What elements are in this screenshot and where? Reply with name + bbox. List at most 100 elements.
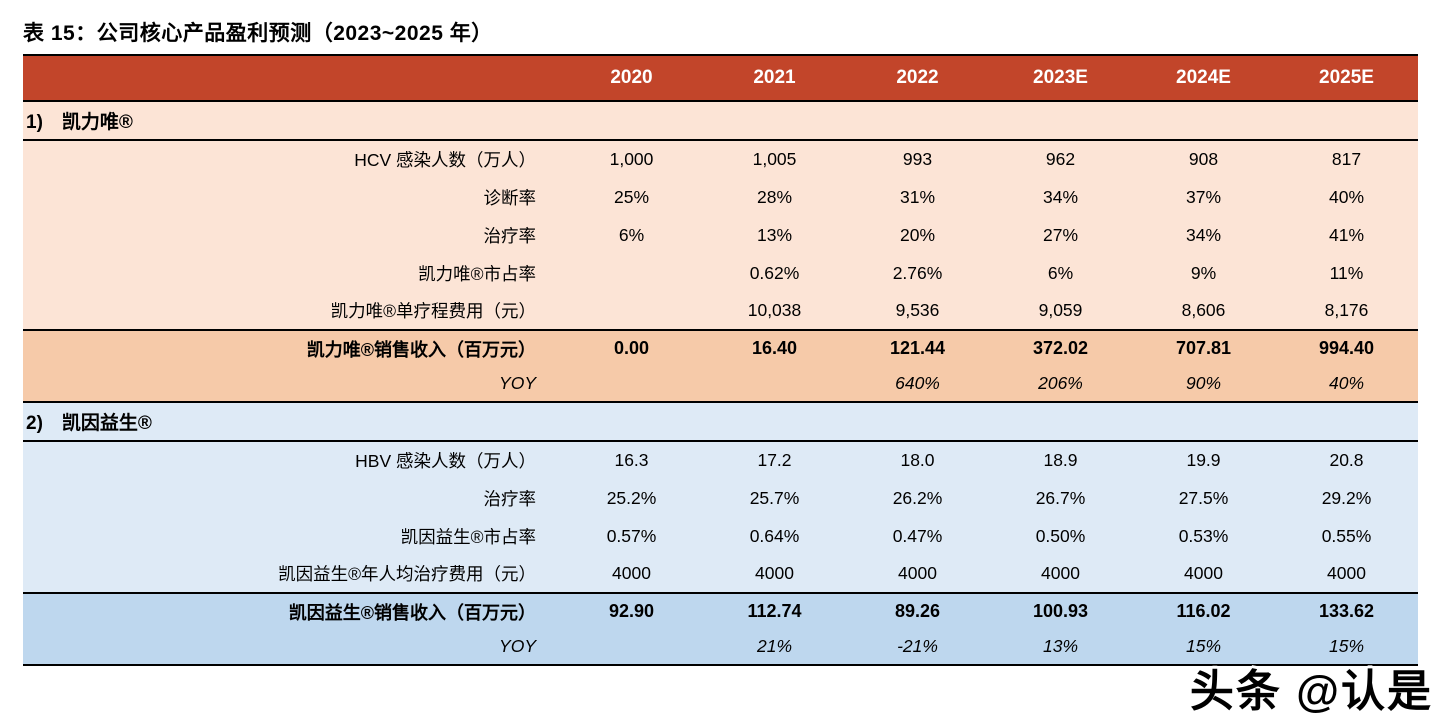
table-cell: 28% bbox=[756, 186, 793, 207]
table-cell: 16.3 bbox=[614, 450, 649, 470]
table-cell: 25.2% bbox=[606, 487, 657, 508]
table-cell: 994.40 bbox=[1318, 338, 1375, 358]
table-row: HCV 感染人数（万人） 1,000 1,005 993 962 908 817 bbox=[23, 140, 1418, 178]
table-row: HBV 感染人数（万人） 16.3 17.2 18.0 18.9 19.9 20.8 bbox=[23, 441, 1418, 479]
table-cell: 26.7% bbox=[1035, 487, 1086, 508]
table-cell: 121.44 bbox=[889, 338, 946, 358]
row-label: YOY bbox=[499, 373, 536, 393]
table-cell: 4000 bbox=[612, 563, 651, 583]
table-cell: 100.93 bbox=[1032, 601, 1089, 621]
table-cell: 16.40 bbox=[751, 338, 798, 358]
table-cell: 25.7% bbox=[749, 487, 800, 508]
table-cell: 9,059 bbox=[1038, 300, 1083, 320]
table-row: 凯因益生®市占率 0.57% 0.64% 0.47% 0.50% 0.53% 0.55% bbox=[23, 517, 1418, 555]
table-cell: 13% bbox=[756, 224, 793, 245]
table-cell: 0.62% bbox=[749, 262, 800, 283]
table-cell: 0.55% bbox=[1321, 525, 1372, 546]
table-cell: 707.81 bbox=[1175, 338, 1232, 358]
year-header-row: 2020 2021 2022 2023E 2024E 2025E bbox=[23, 55, 1418, 101]
table-cell: 27.5% bbox=[1178, 487, 1229, 508]
row-label: YOY bbox=[499, 636, 536, 656]
table-cell: 40% bbox=[1328, 186, 1365, 207]
table-cell: 4000 bbox=[755, 563, 794, 583]
table-cell: 17.2 bbox=[757, 450, 792, 470]
table-cell: 1,005 bbox=[752, 149, 797, 169]
table-cell: 27% bbox=[1042, 224, 1079, 245]
table-row: 诊断率 25% 28% 31% 34% 37% 40% bbox=[23, 178, 1418, 216]
table-cell bbox=[560, 292, 703, 330]
watermark: 头条 @认是 bbox=[1189, 667, 1433, 716]
table-cell: 8,606 bbox=[1181, 300, 1226, 320]
year-column-header: 2022 bbox=[846, 55, 989, 101]
section-header-row: 1) 凯力唯® bbox=[23, 101, 1418, 140]
table-cell: 90% bbox=[1185, 373, 1222, 393]
table-cell: 640% bbox=[895, 373, 940, 393]
year-column-header: 2023E bbox=[989, 55, 1132, 101]
summary-revenue-row: 凯因益生®销售收入（百万元） 92.90 112.74 89.26 100.93 116.… bbox=[23, 593, 1418, 629]
table-cell: -21% bbox=[897, 636, 938, 656]
table-cell: 29.2% bbox=[1321, 487, 1372, 508]
table-cell: 20.8 bbox=[1329, 450, 1364, 470]
table-cell: 133.62 bbox=[1318, 601, 1375, 621]
forecast-table: 2020 2021 2022 2023E 2024E 2025E 1) 凯力唯® HCV 感… bbox=[23, 54, 1418, 666]
table-title: 表 15：公司核心产品盈利预测（2023~2025 年） bbox=[23, 22, 493, 45]
table-cell: 993 bbox=[902, 149, 933, 169]
table-cell: 9% bbox=[1190, 262, 1217, 283]
table-cell bbox=[560, 366, 703, 402]
table-cell: 817 bbox=[1331, 149, 1362, 169]
row-label: 凯力唯®销售收入（百万元） bbox=[306, 339, 536, 360]
year-column-header: 2025E bbox=[1275, 55, 1418, 101]
row-label: 凯因益生®年人均治疗费用（元） bbox=[278, 564, 536, 584]
section-header-row: 2) 凯因益生® bbox=[23, 402, 1418, 441]
table-cell: 37% bbox=[1185, 186, 1222, 207]
table-cell: 206% bbox=[1038, 373, 1083, 393]
table-cell: 13% bbox=[1042, 636, 1079, 656]
table-cell: 4000 bbox=[1041, 563, 1080, 583]
table-cell: 40% bbox=[1328, 373, 1365, 393]
table-cell bbox=[560, 629, 703, 665]
table-cell: 15% bbox=[1328, 636, 1365, 656]
row-label: HCV 感染人数（万人） bbox=[354, 150, 536, 170]
section-header-label: 1) 凯力唯® bbox=[26, 112, 133, 133]
row-label: 治疗率 bbox=[483, 488, 537, 509]
table-cell: 908 bbox=[1188, 149, 1219, 169]
table-cell: 6% bbox=[1047, 262, 1074, 283]
year-column-header: 2024E bbox=[1132, 55, 1275, 101]
table-cell: 89.26 bbox=[894, 601, 941, 621]
table-cell: 6% bbox=[618, 224, 645, 245]
table-cell: 0.47% bbox=[892, 525, 943, 546]
table-cell: 20% bbox=[899, 224, 936, 245]
table-cell: 8,176 bbox=[1324, 300, 1369, 320]
row-label: HBV 感染人数（万人） bbox=[355, 451, 536, 471]
table-cell: 116.02 bbox=[1176, 601, 1231, 621]
table-cell: 92.90 bbox=[608, 601, 655, 621]
summary-revenue-row: 凯力唯®销售收入（百万元） 0.00 16.40 121.44 372.02 707.81… bbox=[23, 330, 1418, 366]
table-cell: 4000 bbox=[1184, 563, 1223, 583]
summary-yoy-row: YOY 21% -21% 13% 15% 15% bbox=[23, 629, 1418, 665]
table-cell: 18.9 bbox=[1043, 450, 1078, 470]
row-label: 凯因益生®市占率 bbox=[400, 526, 536, 547]
table-row: 治疗率 6% 13% 20% 27% 34% 41% bbox=[23, 216, 1418, 254]
table-cell: 4000 bbox=[898, 563, 937, 583]
table-cell: 31% bbox=[899, 186, 936, 207]
row-label: 治疗率 bbox=[483, 225, 537, 246]
table-row: 凯力唯®市占率 0.62% 2.76% 6% 9% 11% bbox=[23, 254, 1418, 292]
table-cell: 34% bbox=[1042, 186, 1079, 207]
table-cell: 2.76% bbox=[892, 262, 943, 283]
table-cell bbox=[703, 366, 846, 402]
table-cell: 0.57% bbox=[606, 525, 657, 546]
table-cell: 0.50% bbox=[1035, 525, 1086, 546]
table-cell: 10,038 bbox=[747, 300, 802, 320]
table-cell: 0.64% bbox=[749, 525, 800, 546]
table-cell: 19.9 bbox=[1186, 450, 1221, 470]
section-header-label: 2) 凯因益生® bbox=[26, 413, 152, 434]
table-cell: 41% bbox=[1328, 224, 1365, 245]
table-cell: 0.53% bbox=[1178, 525, 1229, 546]
table-cell: 15% bbox=[1185, 636, 1222, 656]
table-cell: 9,536 bbox=[895, 300, 940, 320]
table-cell: 11% bbox=[1329, 262, 1364, 283]
table-cell: 4000 bbox=[1327, 563, 1366, 583]
table-row: 凯因益生®年人均治疗费用（元） 4000 4000 4000 4000 4000 4000 bbox=[23, 555, 1418, 593]
year-header-spacer bbox=[23, 55, 560, 101]
